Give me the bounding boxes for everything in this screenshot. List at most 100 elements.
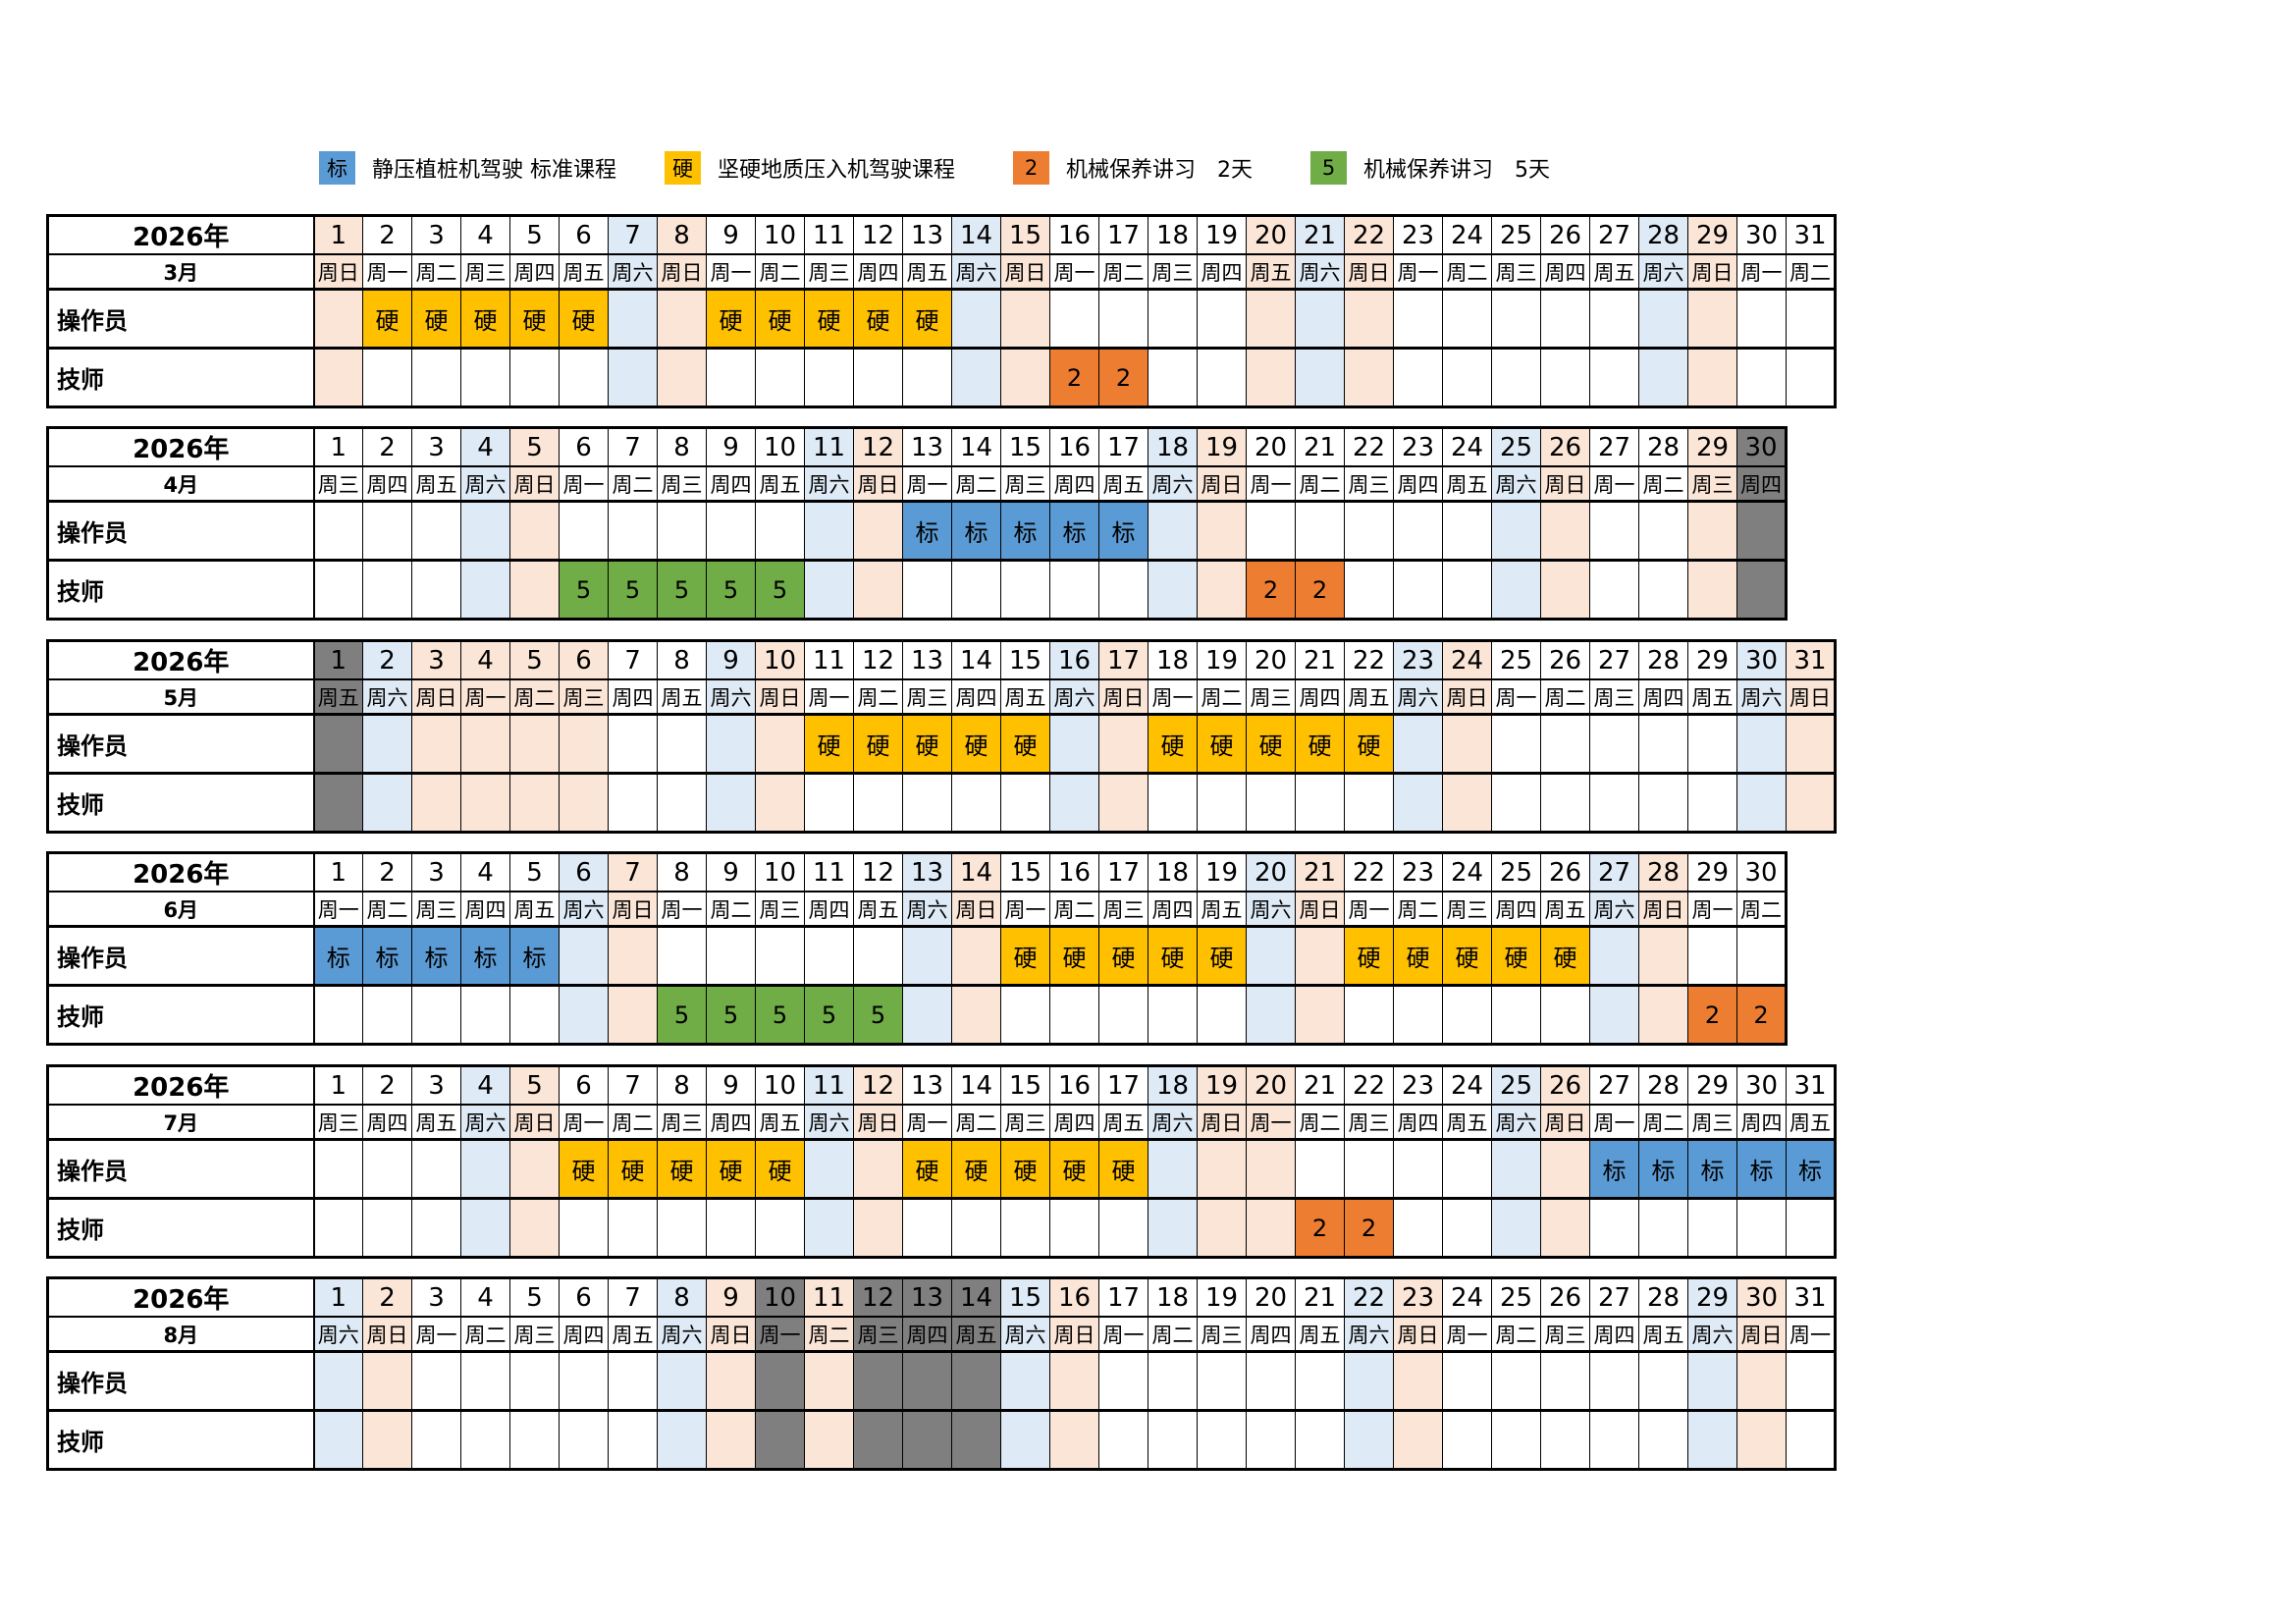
month-table-6: 2026年 1 2 3 4 5 6 7 8 9 10 11 12 13 14 15 16 17 18 19 20 21 22… [46,851,1788,1046]
weekday-cell: 周六 [1638,253,1688,291]
technician-row-label: 技师 [47,773,315,833]
operator-day-cell [706,926,756,987]
technician-day-cell [1442,560,1492,620]
weekday-cell: 周二 [362,891,412,928]
weekday-cell: 周三 [559,678,609,716]
day-number-cell: 13 [902,640,952,680]
weekday-cell: 周一 [1246,1104,1296,1141]
operator-day-cell [509,714,560,775]
weekday-cell: 周一 [411,1316,461,1353]
weekday-cell: 周五 [755,1104,805,1141]
operator-day-cell-course: 硬 [1197,926,1247,987]
weekday-cell: 周二 [1540,678,1590,716]
operator-day-cell [1148,289,1198,350]
technician-day-cell [1098,560,1148,620]
year-header: 2026年 [47,640,315,680]
day-number-cell: 20 [1246,640,1296,680]
day-number-cell: 6 [559,1277,609,1318]
technician-day-cell [1393,348,1443,407]
technician-day-cell [804,348,854,407]
operator-day-cell [1442,289,1492,350]
day-number-cell: 20 [1246,1065,1296,1106]
technician-day-cell-course: 5 [755,985,805,1045]
technician-day-cell-course: 5 [657,985,707,1045]
operator-day-cell-course: 硬 [1491,926,1541,987]
operator-day-cell [853,501,903,562]
weekday-cell: 周二 [608,465,658,503]
operator-day-cell-course: 标 [1687,1139,1737,1200]
technician-day-cell [362,560,412,620]
technician-day-cell [460,348,510,407]
weekday-cell: 周四 [1540,253,1590,291]
weekday-cell: 周三 [1491,253,1541,291]
operator-day-cell [1442,714,1492,775]
technician-day-cell [411,1410,461,1470]
day-number-cell: 23 [1393,1065,1443,1106]
month-table-8: 2026年 1 2 3 4 5 6 7 8 9 10 11 12 13 14 15 16 17 18 19 20 21 22… [46,1276,1837,1471]
operator-day-cell-course: 硬 [1295,714,1345,775]
technician-day-cell [1197,1198,1247,1258]
weekday-cell: 周日 [657,253,707,291]
technician-day-cell [1736,773,1787,833]
day-number-cell: 9 [706,215,756,255]
weekday-cell: 周一 [1589,465,1639,503]
day-number-cell: 31 [1786,1065,1836,1106]
weekday-cell: 周日 [1197,1104,1247,1141]
technician-day-cell [1491,985,1541,1045]
technician-row-label: 技师 [47,348,315,407]
operator-day-cell [1736,714,1787,775]
operator-day-cell [1687,289,1737,350]
weekday-cell: 周一 [362,253,412,291]
technician-day-cell [1638,773,1688,833]
weekday-cell: 周六 [1736,678,1787,716]
day-number-cell: 24 [1442,852,1492,893]
technician-day-cell [1000,1410,1050,1470]
operator-day-cell-course: 标 [951,501,1001,562]
weekday-cell: 周二 [460,1316,510,1353]
technician-day-cell [1491,773,1541,833]
operator-day-cell [657,1351,707,1412]
operator-day-cell [1344,1139,1394,1200]
technician-day-cell [951,560,1001,620]
weekday-cell: 周五 [1098,465,1148,503]
operator-day-cell [1786,714,1836,775]
technician-day-cell [1687,348,1737,407]
day-number-cell: 29 [1687,215,1737,255]
operator-day-cell [509,1351,560,1412]
operator-day-cell-course: 硬 [362,289,412,350]
day-number-cell: 27 [1589,1065,1639,1106]
technician-day-cell [362,1198,412,1258]
weekday-cell: 周一 [706,253,756,291]
operator-day-cell [1197,1351,1247,1412]
operator-day-cell [411,501,461,562]
operator-day-cell-course: 硬 [509,289,560,350]
technician-day-cell [313,1198,363,1258]
weekday-cell: 周五 [1540,891,1590,928]
day-number-cell: 15 [1000,640,1050,680]
day-number-cell: 13 [902,852,952,893]
day-number-cell: 1 [313,1065,363,1106]
weekday-cell: 周日 [509,465,560,503]
weekday-cell: 周四 [853,253,903,291]
technician-day-cell [1049,1198,1099,1258]
day-number-cell: 22 [1344,215,1394,255]
technician-day-cell [1098,1410,1148,1470]
weekday-cell: 周三 [755,891,805,928]
day-number-cell: 5 [509,427,560,467]
operator-day-cell-course: 标 [1098,501,1148,562]
technician-day-cell [1491,1410,1541,1470]
operator-day-cell [902,1351,952,1412]
operator-row-label: 操作员 [47,1139,315,1200]
operator-day-cell [1098,289,1148,350]
operator-day-cell [1148,501,1198,562]
day-number-cell: 22 [1344,852,1394,893]
technician-day-cell [1393,985,1443,1045]
day-number-cell: 18 [1148,427,1198,467]
day-number-cell: 11 [804,427,854,467]
weekday-cell: 周五 [411,465,461,503]
operator-day-cell-course: 硬 [853,289,903,350]
technician-day-cell [559,348,609,407]
operator-day-cell [804,501,854,562]
operator-day-cell-course: 硬 [559,1139,609,1200]
